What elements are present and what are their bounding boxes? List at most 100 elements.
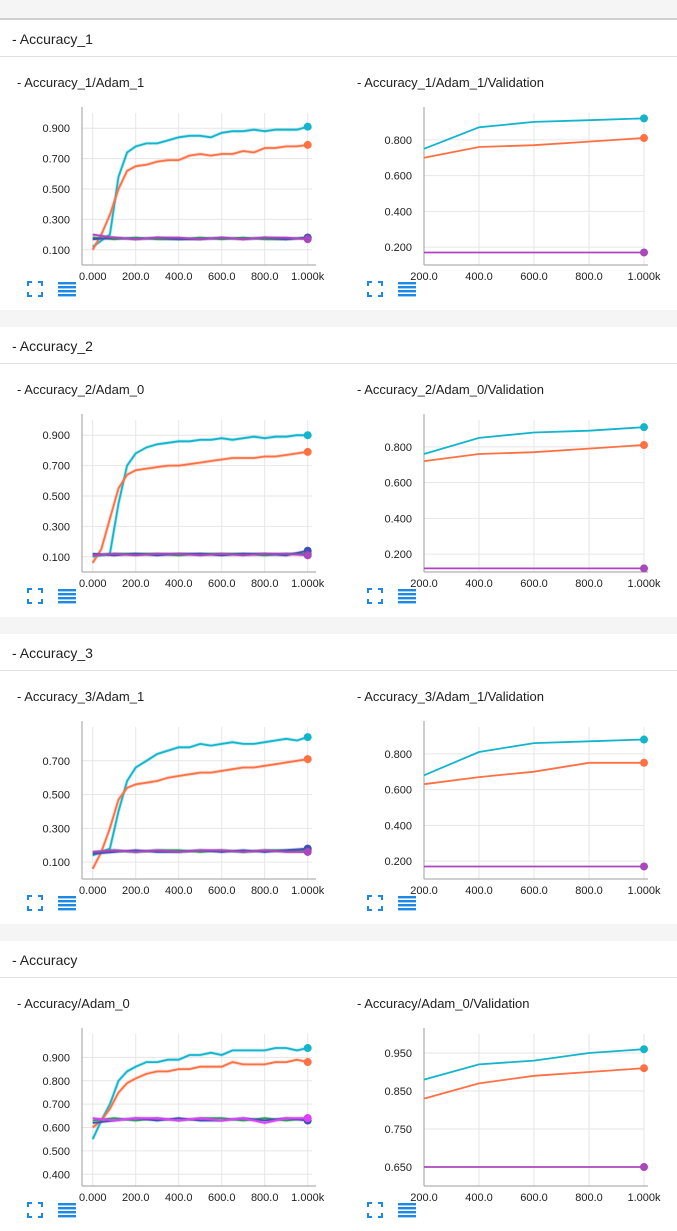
line-chart: 0.900 0.700 0.500 0.300 0.100 0.000 200.0 400.0… <box>42 107 325 283</box>
data-table-button[interactable] <box>58 894 76 912</box>
x-tick-label: 1.000k <box>291 885 325 897</box>
chart-title[interactable]: - Accuracy_1/Adam_1 <box>17 75 145 90</box>
chart-title[interactable]: - Accuracy/Adam_0 <box>17 996 130 1011</box>
y-tick-label: 0.200 <box>384 856 412 868</box>
x-tick-label: 800.0 <box>575 578 603 590</box>
y-tick-label: 0.700 <box>42 154 70 166</box>
series-endpoint-purple[interactable] <box>640 862 648 871</box>
x-tick-label: 400.0 <box>465 271 493 283</box>
series-endpoint-purple[interactable] <box>640 564 648 573</box>
line-chart: 0.950 0.850 0.750 0.650 200.0 400.0 600.0 800.0… <box>384 1028 661 1204</box>
series-endpoint-purple[interactable] <box>640 1163 648 1171</box>
tag-group-header[interactable]: - Accuracy_3 <box>0 634 677 671</box>
data-table-button[interactable] <box>398 894 416 912</box>
series-endpoint-cyan[interactable] <box>303 733 312 742</box>
data-table-button[interactable] <box>58 587 76 605</box>
x-tick-label: 200.0 <box>410 578 438 590</box>
series-endpoint-cyan[interactable] <box>303 122 312 131</box>
tag-group-section: - Accuracy - Accuracy/Adam_0 0.900 0.800 0.7… <box>0 941 677 1231</box>
list-icon <box>398 589 416 604</box>
series-raw-line <box>91 125 309 249</box>
fit-domain-button[interactable] <box>26 280 44 298</box>
line-chart: 0.800 0.600 0.400 0.200 200.0 400.0 600.0 800.0… <box>384 414 661 590</box>
fit-domain-button[interactable] <box>366 280 384 298</box>
y-tick-label: 0.100 <box>42 857 70 869</box>
series-endpoint-orange[interactable] <box>640 441 648 450</box>
expand-icon <box>27 895 43 911</box>
series-endpoint-orange[interactable] <box>640 134 648 143</box>
tag-group-section: - Accuracy_1 - Accuracy_1/Adam_1 0.900 0.70… <box>0 20 677 310</box>
expand-icon <box>27 1202 43 1218</box>
tag-group-title: - Accuracy_2 <box>12 338 93 354</box>
expand-icon <box>367 588 383 604</box>
fit-domain-button[interactable] <box>366 894 384 912</box>
y-tick-label: 0.900 <box>42 430 70 442</box>
expand-icon <box>27 588 43 604</box>
series-line-orange <box>92 1058 308 1129</box>
series-endpoint-purple[interactable] <box>303 235 312 244</box>
series-endpoint-purple[interactable] <box>303 847 312 856</box>
series-line-purple <box>92 552 308 557</box>
tag-group-header[interactable]: - Accuracy_1 <box>0 20 677 57</box>
tag-group-header[interactable]: - Accuracy_2 <box>0 327 677 364</box>
chart-card: 0.800 0.600 0.400 0.200 200.0 400.0 600.0 800.0… <box>352 95 670 300</box>
fit-domain-button[interactable] <box>26 587 44 605</box>
series-endpoint-cyan[interactable] <box>640 423 648 432</box>
series-endpoint-cyan[interactable] <box>303 1044 312 1053</box>
x-tick-label: 0.000 <box>79 578 107 590</box>
x-tick-label: 800.0 <box>575 885 603 897</box>
series-endpoint-purple[interactable] <box>640 248 648 257</box>
x-tick-label: 200.0 <box>122 885 150 897</box>
series-endpoint-cyan[interactable] <box>303 431 312 440</box>
fit-domain-button[interactable] <box>26 1201 44 1219</box>
series-endpoint-cyan[interactable] <box>640 114 648 123</box>
chart-title[interactable]: - Accuracy_2/Adam_0/Validation <box>357 382 544 397</box>
series-endpoint-cyan[interactable] <box>640 735 648 744</box>
chart-title[interactable]: - Accuracy/Adam_0/Validation <box>357 996 530 1011</box>
y-tick-label: 0.900 <box>42 123 70 135</box>
chart-title[interactable]: - Accuracy_3/Adam_1/Validation <box>357 689 544 704</box>
series-endpoint-cyan[interactable] <box>640 1045 648 1054</box>
series-raw-line <box>92 735 309 858</box>
data-table-button[interactable] <box>58 1201 76 1219</box>
y-tick-label: 0.800 <box>42 1076 70 1088</box>
series-endpoint-orange[interactable] <box>303 755 312 764</box>
x-tick-label: 200.0 <box>122 1192 150 1204</box>
chart-card: 0.900 0.700 0.500 0.300 0.100 0.000 200.0 400.0… <box>12 95 330 300</box>
x-tick-label: 1.000k <box>291 578 325 590</box>
data-table-button[interactable] <box>398 1201 416 1219</box>
series-line-cyan <box>91 1047 308 1140</box>
y-tick-label: 0.500 <box>42 491 70 503</box>
y-tick-label: 0.400 <box>42 1169 70 1181</box>
chart-title[interactable]: - Accuracy_3/Adam_1 <box>17 689 145 704</box>
y-tick-label: 0.800 <box>384 135 412 147</box>
x-tick-label: 600.0 <box>208 578 236 590</box>
data-table-button[interactable] <box>58 280 76 298</box>
series-endpoint-orange[interactable] <box>303 447 312 456</box>
chart-title[interactable]: - Accuracy_2/Adam_0 <box>17 382 145 397</box>
line-chart: 0.900 0.800 0.700 0.600 0.500 0.400 0.000 200.0… <box>42 1028 325 1204</box>
line-chart: 0.900 0.700 0.500 0.300 0.100 0.000 200.0 400.0… <box>42 414 325 590</box>
y-tick-label: 0.600 <box>384 171 412 183</box>
x-tick-label: 1.000k <box>291 271 325 283</box>
x-tick-label: 200.0 <box>410 271 438 283</box>
x-tick-label: 1.000k <box>291 1192 325 1204</box>
fit-domain-button[interactable] <box>366 587 384 605</box>
tag-group-header[interactable]: - Accuracy <box>0 941 677 978</box>
x-tick-label: 800.0 <box>575 271 603 283</box>
data-table-button[interactable] <box>398 280 416 298</box>
fit-domain-button[interactable] <box>366 1201 384 1219</box>
series-endpoint-purple[interactable] <box>303 551 312 560</box>
series-endpoint-orange[interactable] <box>303 1058 312 1067</box>
series-endpoint-orange[interactable] <box>640 758 648 767</box>
series-endpoint-pink[interactable] <box>303 1114 312 1123</box>
y-tick-label: 0.300 <box>42 823 70 835</box>
chart-title[interactable]: - Accuracy_1/Adam_1/Validation <box>357 75 544 90</box>
series-endpoint-orange[interactable] <box>640 1064 648 1073</box>
data-table-button[interactable] <box>398 587 416 605</box>
series-line-orange <box>423 137 645 159</box>
x-tick-label: 200.0 <box>122 578 150 590</box>
x-tick-label: 600.0 <box>520 885 548 897</box>
fit-domain-button[interactable] <box>26 894 44 912</box>
series-endpoint-orange[interactable] <box>303 140 312 149</box>
